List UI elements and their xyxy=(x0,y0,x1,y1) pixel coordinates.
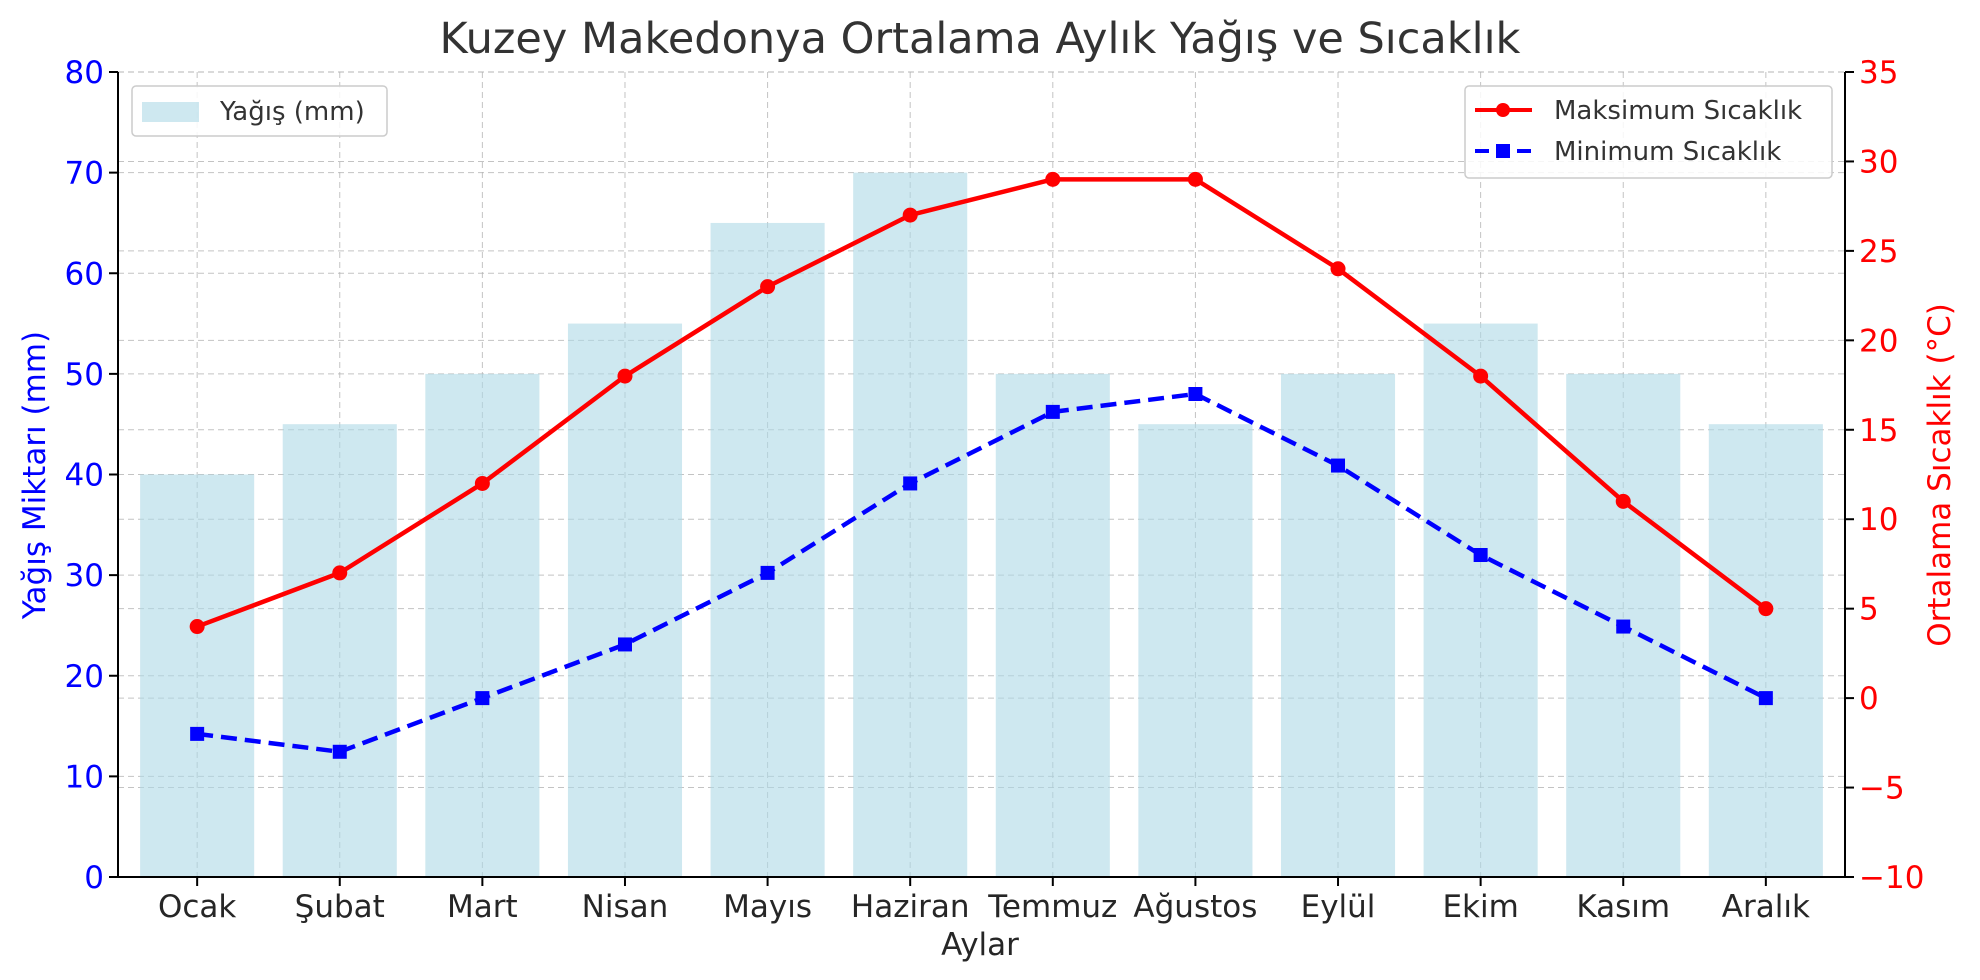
chart-title: Kuzey Makedonya Ortalama Aylık Yağış ve … xyxy=(440,14,1521,64)
x-tick-label: Aralık xyxy=(1722,889,1810,925)
bar-precipitation xyxy=(853,172,968,877)
legend-box-precipitation xyxy=(131,85,388,137)
y-right-tick-label: 35 xyxy=(1859,55,1898,91)
y-left-tick-label: 0 xyxy=(84,860,104,896)
x-tick-label: Kasım xyxy=(1576,889,1670,925)
x-tick-label: Şubat xyxy=(295,889,385,925)
y-right-tick-label: 15 xyxy=(1859,413,1898,449)
y-right-tick-label: −10 xyxy=(1859,860,1924,896)
legend-box-temperature xyxy=(1464,85,1833,179)
point-max-temperature xyxy=(1473,368,1489,384)
legend-marker-min-temp xyxy=(1496,144,1510,158)
legend-temperature: Maksimum Sıcaklık Minimum Sıcaklık xyxy=(1464,85,1833,179)
tick-labels: 0 10 20 30 40 50 60 70 80 −10 −5 0 5 10 15 20 25 30 35 Ocak… xyxy=(65,55,1925,925)
point-max-temperature xyxy=(902,207,918,223)
axes xyxy=(109,71,1854,886)
temperature-lines xyxy=(189,171,1774,759)
point-min-temperature xyxy=(1616,619,1631,634)
point-max-temperature xyxy=(1615,493,1631,509)
x-tick-label: Temmuz xyxy=(987,889,1117,925)
point-max-temperature xyxy=(760,279,776,295)
point-min-temperature xyxy=(1758,691,1773,706)
point-min-temperature xyxy=(903,476,918,491)
y-axis-right-title: Ortalama Sıcaklık (°C) xyxy=(1922,303,1958,647)
y-left-tick-label: 10 xyxy=(65,759,104,795)
x-tick-label: Ağustos xyxy=(1133,889,1257,925)
point-min-temperature xyxy=(1045,404,1060,419)
y-right-tick-label: −5 xyxy=(1859,771,1905,807)
y-left-tick-label: 30 xyxy=(65,558,104,594)
y-axis-left-title: Yağış Miktarı (mm) xyxy=(17,331,53,620)
y-right-tick-label: 5 xyxy=(1859,592,1879,628)
point-min-temperature xyxy=(190,726,205,741)
bar-precipitation xyxy=(1138,424,1253,877)
point-max-temperature xyxy=(1045,171,1061,187)
line-min-temperature xyxy=(196,391,1767,755)
point-min-temperature xyxy=(1331,458,1346,473)
bar-precipitation xyxy=(282,424,397,877)
point-min-temperature xyxy=(332,744,347,759)
x-tick-label: Eylül xyxy=(1301,889,1376,925)
point-max-temperature xyxy=(189,619,205,635)
y-left-tick-label: 60 xyxy=(65,256,104,292)
point-max-temperature xyxy=(474,475,490,491)
x-tick-label: Mayıs xyxy=(723,889,812,925)
legend-precipitation: Yağış (mm) xyxy=(131,85,388,137)
y-left-tick-label: 80 xyxy=(65,55,104,91)
legend-label-precipitation: Yağış (mm) xyxy=(219,97,365,127)
y-left-tick-label: 50 xyxy=(65,357,104,393)
point-min-temperature xyxy=(475,691,490,706)
bar-precipitation xyxy=(567,323,683,877)
y-right-tick-label: 25 xyxy=(1859,234,1898,270)
bar-precipitation xyxy=(995,373,1110,877)
bar-precipitation xyxy=(1280,373,1396,877)
point-max-temperature xyxy=(617,368,633,384)
legend-label-max-temp: Maksimum Sıcaklık xyxy=(1554,96,1802,126)
y-right-tick-label: 0 xyxy=(1859,681,1879,717)
point-min-temperature xyxy=(1188,387,1203,401)
point-max-temperature xyxy=(1330,261,1346,277)
legend-swatch-precipitation xyxy=(142,102,199,122)
bar-precipitation xyxy=(1708,424,1823,877)
point-min-temperature xyxy=(760,565,775,580)
point-max-temperature xyxy=(1758,601,1774,617)
legend-label-min-temp: Minimum Sıcaklık xyxy=(1554,137,1781,167)
point-max-temperature xyxy=(332,565,348,581)
precipitation-bars xyxy=(140,172,1823,877)
x-tick-label: Haziran xyxy=(851,889,970,925)
legend-marker-max-temp xyxy=(1496,103,1510,117)
point-max-temperature xyxy=(1187,171,1203,187)
x-tick-label: Ocak xyxy=(158,889,236,925)
bar-precipitation xyxy=(1423,323,1538,877)
y-right-tick-label: 20 xyxy=(1859,323,1898,359)
bar-precipitation xyxy=(140,474,255,877)
x-tick-label: Ekim xyxy=(1442,889,1518,925)
line-max-temperature xyxy=(196,177,1768,629)
point-min-temperature xyxy=(1473,548,1488,562)
x-tick-label: Mart xyxy=(447,889,518,925)
y-left-tick-label: 20 xyxy=(65,659,104,695)
point-min-temperature xyxy=(617,637,632,652)
x-axis-title: Aylar xyxy=(941,927,1019,963)
y-left-tick-label: 40 xyxy=(65,458,104,494)
y-left-tick-label: 70 xyxy=(65,156,104,192)
y-right-tick-label: 10 xyxy=(1859,502,1898,538)
y-right-tick-label: 30 xyxy=(1859,144,1898,180)
bar-precipitation xyxy=(425,373,540,877)
x-tick-label: Nisan xyxy=(582,889,669,925)
